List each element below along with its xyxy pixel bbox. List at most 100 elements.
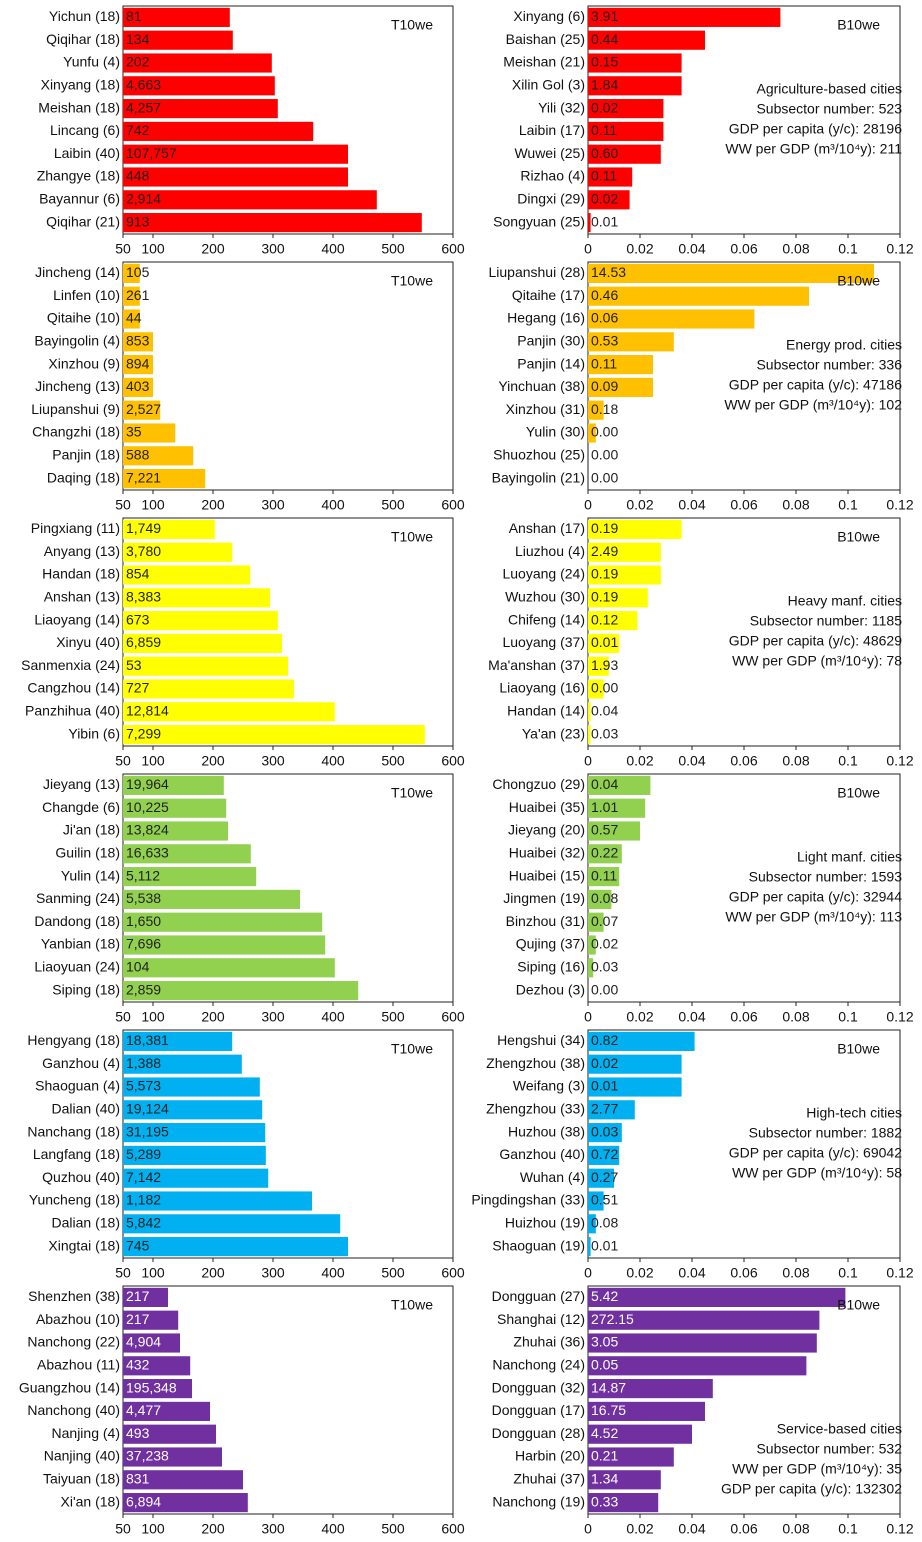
- category-label: Ma'anshan (37): [488, 657, 585, 673]
- bar-label: 16,633: [126, 845, 169, 861]
- annotation: WW per GDP (m³/10⁴y): 35: [732, 1461, 902, 1477]
- panel-tag: T10we: [391, 1041, 433, 1057]
- annotation: Subsector number: 532: [756, 1441, 902, 1457]
- category-label: Nanchong (24): [492, 1357, 585, 1373]
- bar-label: 0.15: [591, 54, 618, 70]
- bar-label: 493: [126, 1425, 150, 1441]
- bar: [123, 53, 272, 73]
- frame: [122, 1029, 454, 1259]
- bar-label: 19,124: [126, 1101, 169, 1117]
- x-tick-label: 0.02: [626, 753, 653, 769]
- x-tick-label: 100: [141, 241, 165, 257]
- annotation: GDP per capita (y/c): 32944: [729, 889, 902, 905]
- bar: [123, 144, 348, 164]
- x-tick-label: 0.08: [782, 1009, 809, 1025]
- panel-tag: T10we: [391, 17, 433, 33]
- bar: [588, 1447, 674, 1467]
- bar: [588, 190, 630, 210]
- x-tick-label: 300: [261, 1265, 285, 1281]
- x-tick-label: 400: [321, 1521, 345, 1537]
- category-label: Dezhou (3): [516, 981, 585, 997]
- bar: [588, 1470, 661, 1490]
- annotation: GDP per capita (y/c): 132302: [721, 1481, 902, 1497]
- x-tick-label: 500: [381, 1521, 405, 1537]
- bar: [588, 1191, 604, 1211]
- bar-label: 35: [126, 424, 142, 440]
- category-label: Huaibei (35): [509, 799, 585, 815]
- bar: [588, 1310, 820, 1330]
- category-label: Huaibei (32): [509, 845, 585, 861]
- x-tick-label: 300: [261, 1521, 285, 1537]
- category-label: Jieyang (13): [43, 776, 120, 792]
- bar-label: 7,696: [126, 936, 161, 952]
- x-tick-label: 100: [141, 1265, 165, 1281]
- bar: [588, 1031, 695, 1051]
- category-label: Panjin (14): [517, 355, 585, 371]
- bar-label: 4,904: [126, 1334, 161, 1350]
- bar: [123, 1145, 266, 1165]
- annotation: WW per GDP (m³/10⁴y): 102: [724, 397, 902, 413]
- bar: [123, 1424, 216, 1444]
- bar: [588, 912, 604, 932]
- bar: [588, 1123, 622, 1143]
- bar-label: 0.01: [591, 1078, 618, 1094]
- bar: [123, 263, 140, 283]
- bar: [588, 867, 620, 887]
- bar-label: 0.19: [591, 566, 618, 582]
- category-label: Xi'an (18): [61, 1493, 120, 1509]
- annotation: Service-based cities: [777, 1421, 902, 1437]
- x-tick-label: 300: [261, 1009, 285, 1025]
- category-label: Xinzhou (31): [506, 401, 585, 417]
- category-label: Panjin (30): [517, 333, 585, 349]
- category-label: Shenzhen (38): [28, 1288, 120, 1304]
- bar: [123, 1333, 180, 1353]
- bar-label: 217: [126, 1288, 150, 1304]
- bar: [588, 99, 664, 119]
- category-label: Ya'an (23): [522, 725, 585, 741]
- bar: [123, 656, 288, 676]
- x-tick-label: 0.06: [730, 753, 757, 769]
- category-label: Linfen (10): [53, 287, 120, 303]
- bar: [123, 912, 323, 932]
- category-label: Ji'an (18): [63, 822, 120, 838]
- category-label: Zhuhai (36): [513, 1334, 585, 1350]
- bar: [588, 121, 664, 141]
- bar: [588, 76, 682, 96]
- bar: [588, 1100, 635, 1120]
- x-tick-label: 600: [441, 1009, 465, 1025]
- bar: [123, 121, 314, 141]
- x-tick-label: 100: [141, 1009, 165, 1025]
- bar: [123, 1470, 243, 1490]
- bar-label: 0.07: [591, 913, 618, 929]
- x-tick-label: 0: [584, 753, 592, 769]
- bar-label: 448: [126, 168, 150, 184]
- x-tick-label: 400: [321, 1265, 345, 1281]
- category-label: Nanjing (40): [44, 1448, 120, 1464]
- x-tick-label: 0.04: [678, 1265, 705, 1281]
- bar: [588, 355, 653, 375]
- bar: [123, 377, 153, 397]
- x-tick-label: 400: [321, 241, 345, 257]
- bar: [588, 519, 682, 539]
- frame: [122, 773, 454, 1003]
- bar: [588, 1356, 807, 1376]
- bar-label: 37,238: [126, 1448, 169, 1464]
- panel-tag: B10we: [837, 273, 880, 289]
- bar: [123, 542, 233, 562]
- bar-label: 1.34: [591, 1471, 618, 1487]
- annotation: Energy prod. cities: [786, 337, 902, 353]
- bar-label: 4,477: [126, 1402, 161, 1418]
- category-label: Shanghai (12): [497, 1311, 585, 1327]
- x-tick-label: 0.06: [730, 1009, 757, 1025]
- category-label: Bayingolin (4): [34, 333, 120, 349]
- category-label: Dongguan (17): [492, 1402, 585, 1418]
- bar-label: 10,225: [126, 799, 169, 815]
- bar-label: 0.11: [591, 355, 617, 371]
- category-label: Guangzhou (14): [19, 1379, 120, 1395]
- x-tick-label: 400: [321, 753, 345, 769]
- x-tick-label: 50: [115, 1521, 131, 1537]
- bar: [588, 1214, 596, 1234]
- category-label: Sanmenxia (24): [21, 657, 120, 673]
- bar-label: 0.02: [591, 99, 618, 115]
- bar-label: 19,964: [126, 776, 169, 792]
